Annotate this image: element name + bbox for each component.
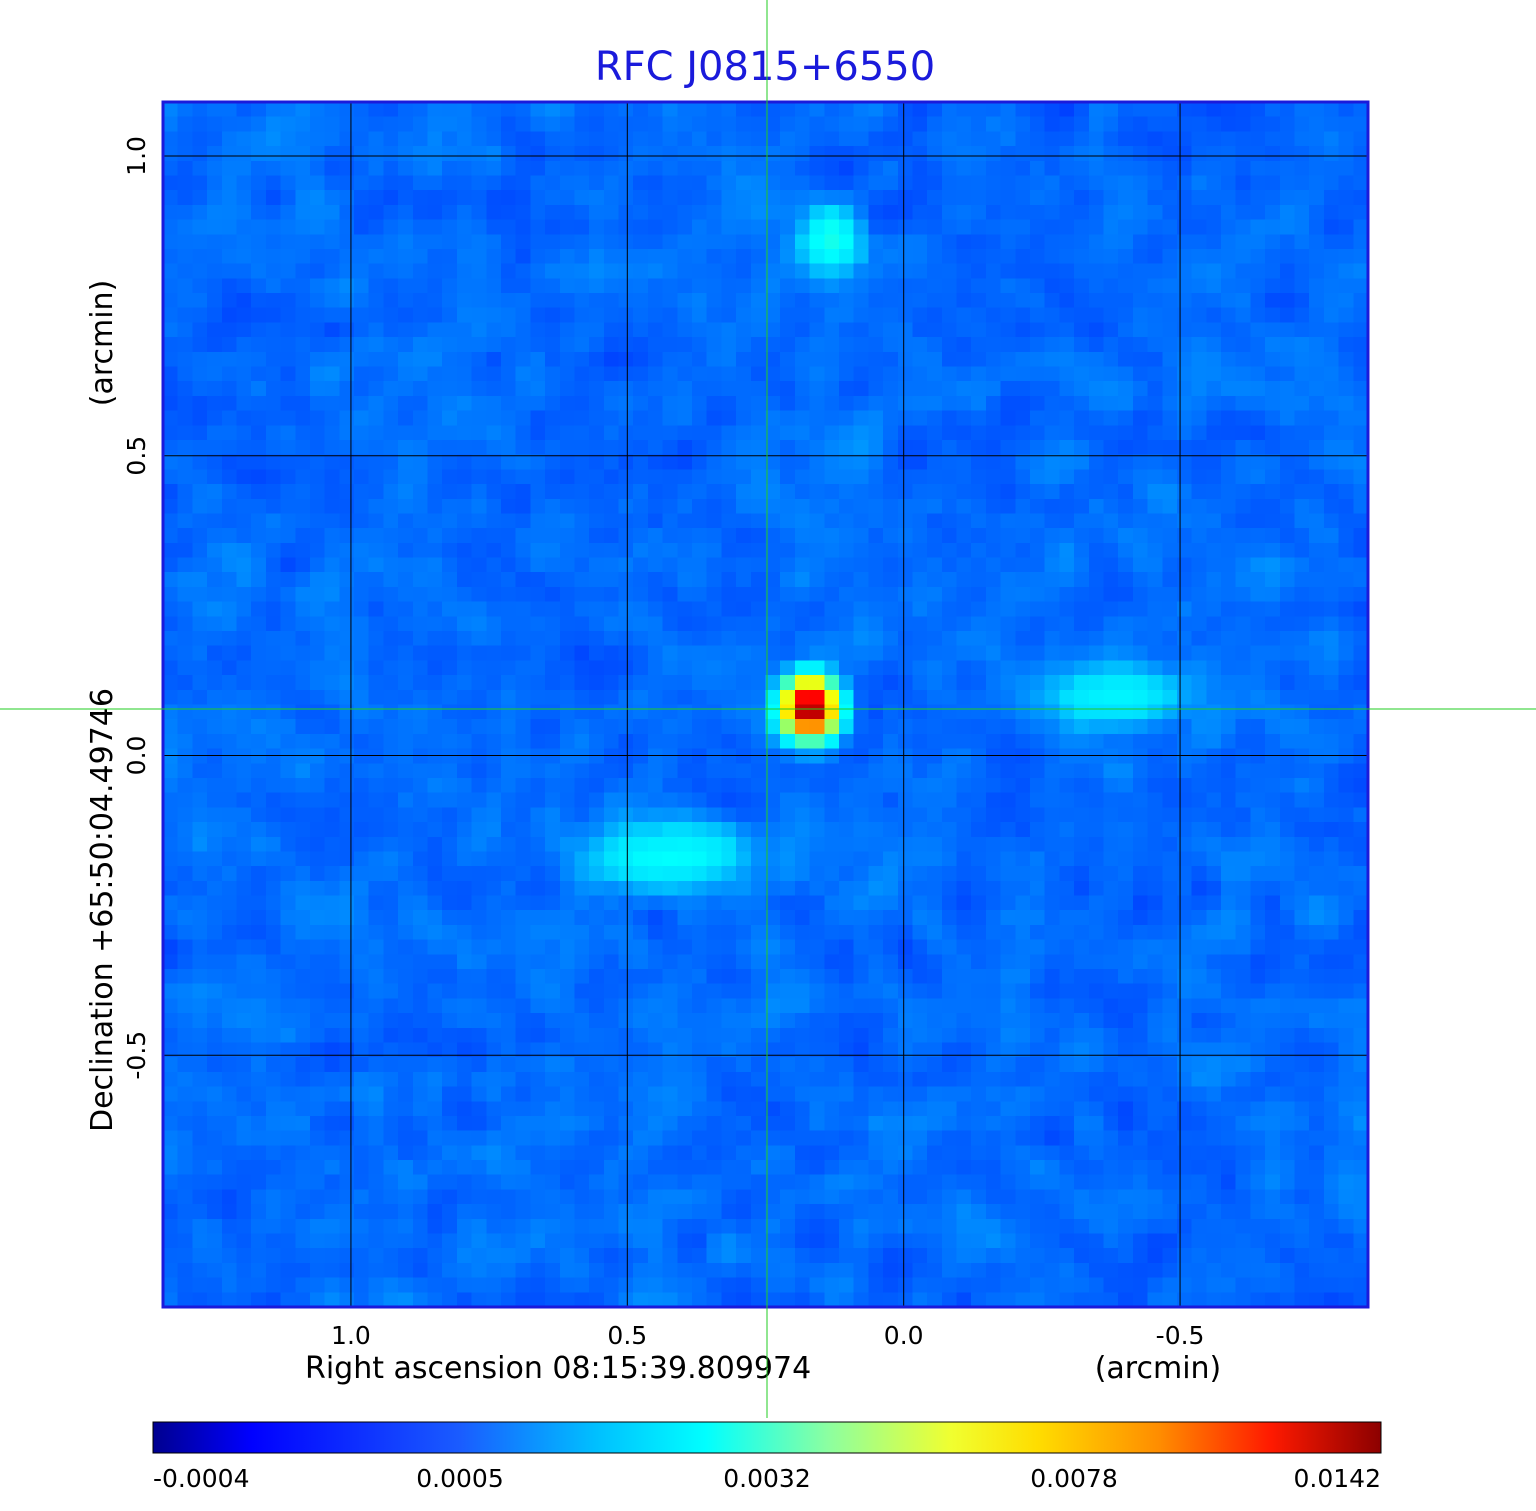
colorbar-tick-labels: -0.0004 0.0005 0.0032 0.0078 0.0142 bbox=[153, 1464, 1381, 1493]
x-tick-label: 1.0 bbox=[331, 1321, 371, 1350]
colorbar-tick-label: 0.0032 bbox=[723, 1464, 810, 1493]
y-tick-label: 0.5 bbox=[122, 436, 151, 476]
x-axis-unit: (arcmin) bbox=[1095, 1351, 1222, 1386]
colorbar bbox=[152, 1421, 1382, 1454]
chart-title: RFC J0815+6550 bbox=[595, 44, 935, 90]
heatmap-image bbox=[163, 102, 1368, 1307]
colorbar-tick-label: 0.0005 bbox=[416, 1464, 503, 1493]
x-tick-label: -0.5 bbox=[1156, 1321, 1205, 1350]
colorbar-tick-label: 0.0078 bbox=[1030, 1464, 1117, 1493]
y-tick-label: 1.0 bbox=[122, 136, 151, 176]
x-tick-label: 0.0 bbox=[884, 1321, 924, 1350]
x-tick-labels: 1.0 0.5 0.0 -0.5 bbox=[331, 1321, 1204, 1350]
x-tick-label: 0.5 bbox=[607, 1321, 647, 1350]
y-axis-label: Declination +65:50:04.49746 bbox=[85, 688, 120, 1132]
colorbar-tick-label: 0.0142 bbox=[1294, 1464, 1381, 1493]
y-tick-labels: 1.0 0.5 0.0 -0.5 bbox=[122, 136, 151, 1080]
plot-frame bbox=[161, 100, 1370, 1309]
colorbar-tick-label: -0.0004 bbox=[153, 1464, 250, 1493]
y-tick-label: 0.0 bbox=[122, 736, 151, 776]
y-tick-label: -0.5 bbox=[122, 1031, 151, 1080]
grid-lines bbox=[163, 102, 1368, 1307]
x-axis-label: Right ascension 08:15:39.809974 bbox=[305, 1351, 811, 1386]
y-axis-unit: (arcmin) bbox=[85, 280, 120, 407]
